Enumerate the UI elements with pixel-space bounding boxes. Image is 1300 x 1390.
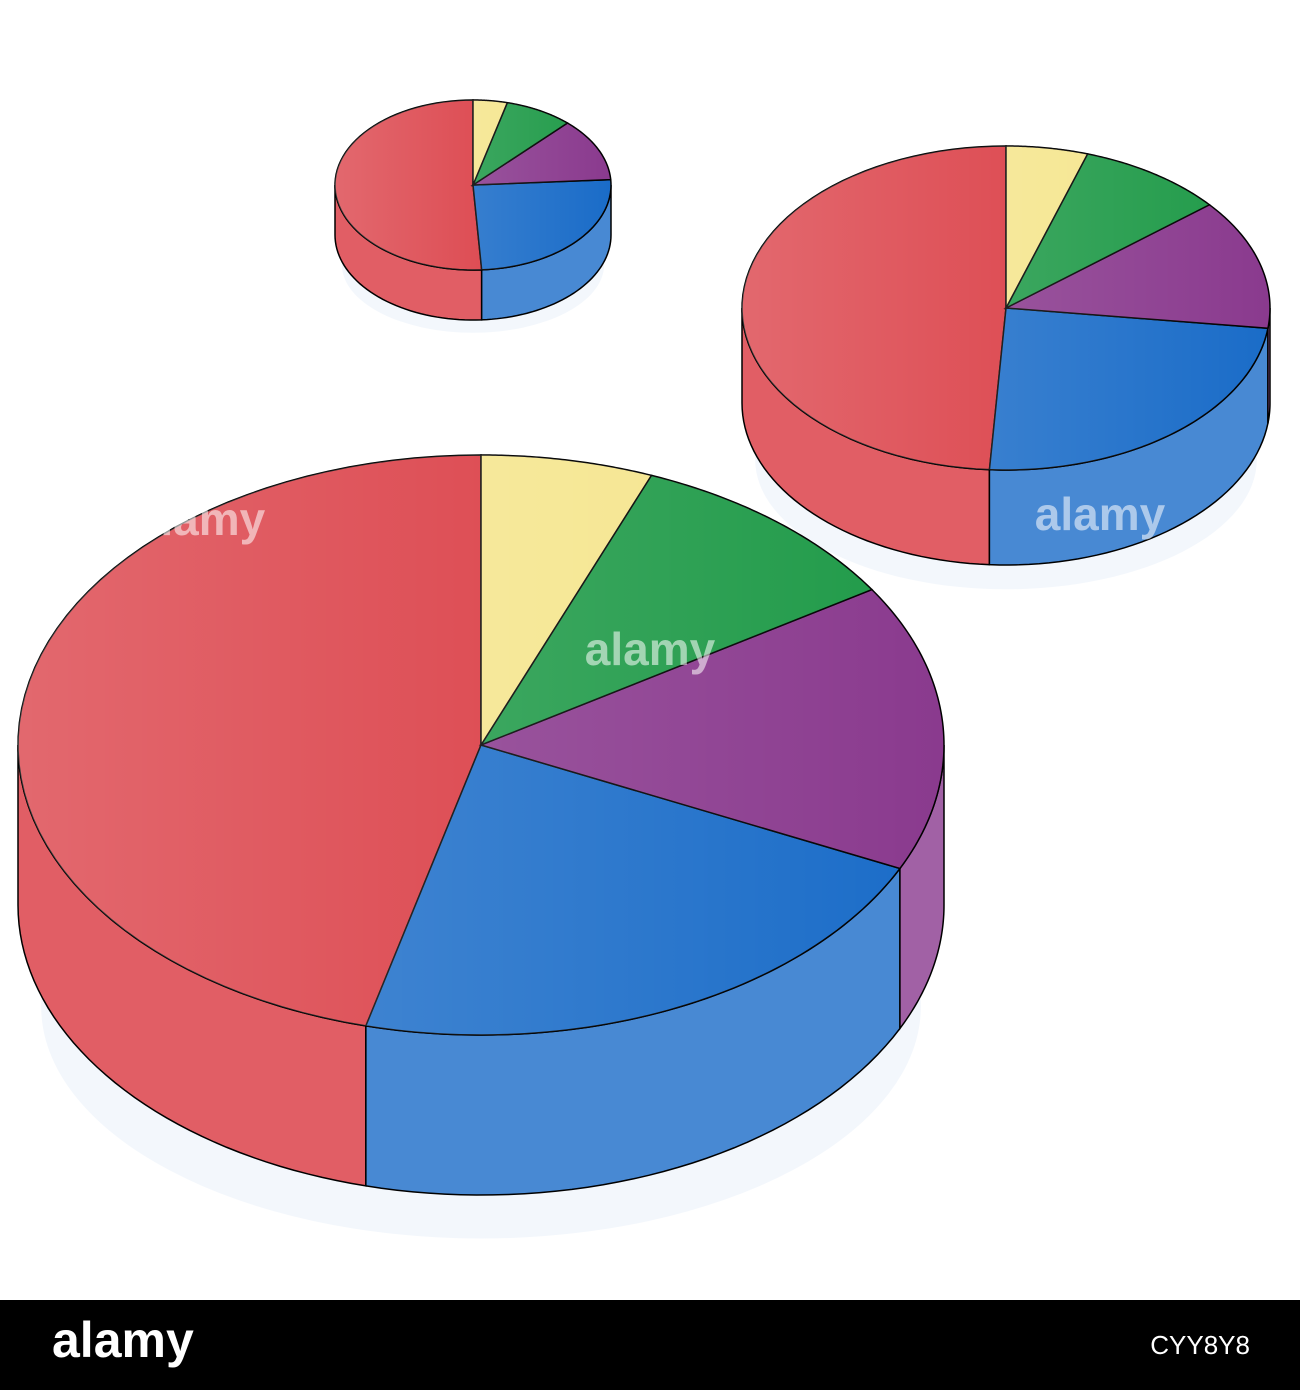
footer-id: CYY8Y8 <box>1150 1330 1250 1360</box>
watermark: alamy <box>1035 488 1166 540</box>
pies <box>17 99 1271 1239</box>
footer-bar <box>0 1300 1300 1390</box>
pie-chart <box>334 99 612 333</box>
watermarks: alamy alamy alamy <box>135 488 1166 675</box>
pie-shine <box>335 100 611 270</box>
watermark: alamy <box>585 623 716 675</box>
pie-chart <box>741 145 1271 590</box>
pie-shine <box>18 455 944 1035</box>
footer-brand: alamy <box>52 1312 194 1368</box>
pie-chart <box>17 454 945 1239</box>
pie-shine <box>742 146 1270 470</box>
watermark: alamy <box>135 493 266 545</box>
